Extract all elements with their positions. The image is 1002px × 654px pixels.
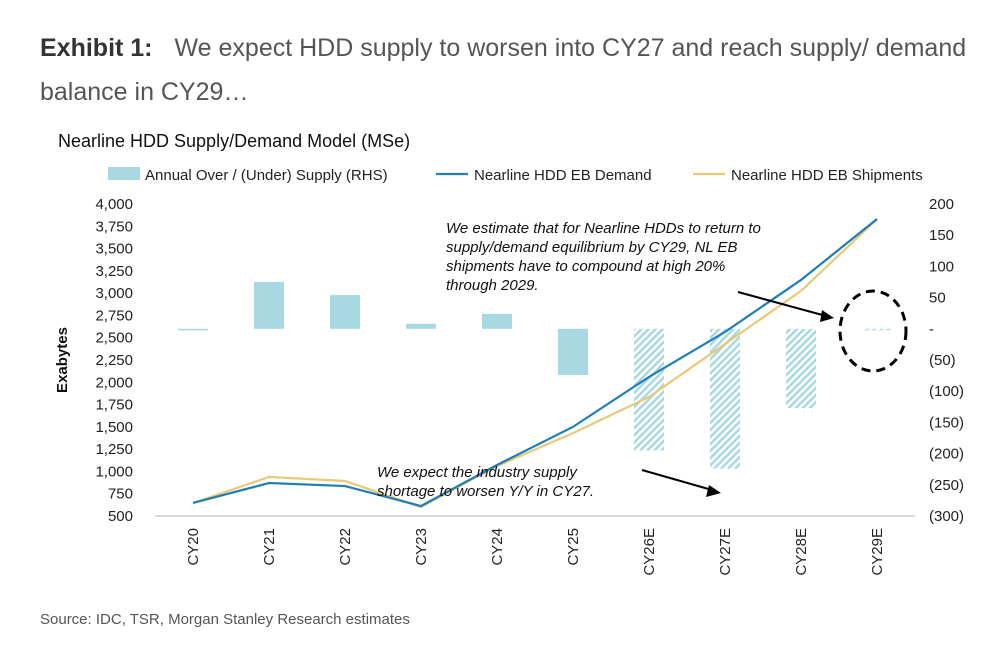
y-tick-label: 1,750 (95, 397, 133, 414)
annotation-shortage: We expect the industry supply (377, 464, 578, 481)
annotation-equilibrium: supply/demand equilibrium by CY29, NL EB (446, 239, 738, 256)
supply-bar (406, 323, 436, 329)
x-tick-label: CY25 (565, 528, 582, 566)
supply-bar (330, 295, 360, 329)
annotation-equilibrium: shipments have to compound at high 20% (446, 258, 725, 275)
x-tick-label: CY22 (337, 528, 354, 566)
y-axis-label: Exabytes (54, 327, 71, 393)
annotation-arrow (641, 469, 713, 491)
y2-tick-label: (250) (929, 477, 964, 494)
supply-bar (786, 328, 816, 409)
arrowhead-icon (706, 485, 721, 497)
y-tick-label: 1,000 (95, 463, 133, 480)
y2-tick-label: 150 (929, 227, 954, 244)
shipments-line (192, 218, 878, 509)
legend-label-supply: Annual Over / (Under) Supply (RHS) (145, 167, 388, 184)
y2-tick-label: 100 (929, 258, 954, 275)
annotation-equilibrium: We estimate that for Nearline HDDs to re… (446, 220, 761, 237)
x-tick-label: CY21 (261, 528, 278, 566)
y2-tick-label: (300) (929, 508, 964, 525)
x-tick-label: CY29E (869, 528, 886, 576)
y2-tick-label: (150) (929, 414, 964, 431)
y-tick-label: 3,750 (95, 218, 133, 235)
y-tick-label: 3,000 (95, 285, 133, 302)
source-note: Source: IDC, TSR, Morgan Stanley Researc… (40, 611, 410, 628)
supply-bar (178, 328, 208, 331)
y2-tick-label: 50 (929, 290, 946, 307)
x-tick-label: CY20 (185, 528, 202, 566)
y-tick-label: 1,500 (95, 419, 133, 436)
x-tick-label: CY24 (489, 528, 506, 566)
chart-title: Nearline HDD Supply/Demand Model (MSe) (58, 131, 411, 151)
y2-tick-label: (100) (929, 383, 964, 400)
y-tick-label: 2,000 (95, 374, 133, 391)
supply-bar (482, 313, 512, 329)
annotation-equilibrium: through 2029. (446, 277, 539, 294)
y-tick-label: 2,500 (95, 330, 133, 347)
annotation-arrow (737, 291, 827, 317)
y-tick-label: 500 (108, 508, 133, 525)
supply-bar (558, 328, 588, 375)
legend-label-demand: Nearline HDD EB Demand (474, 167, 652, 184)
arrowhead-icon (820, 310, 834, 322)
supply-bar (254, 282, 284, 329)
y-tick-label: 3,500 (95, 241, 133, 258)
demand-line (192, 218, 878, 508)
y-tick-label: 2,250 (95, 352, 133, 369)
legend-swatch-supply (108, 167, 140, 180)
exhibit-text: We expect HDD supply to worsen into CY27… (40, 34, 967, 106)
supply-bar (862, 328, 892, 331)
y2-tick-label: - (929, 321, 934, 338)
supply-bar (710, 328, 740, 469)
y2-tick-label: (200) (929, 446, 964, 463)
y-tick-label: 3,250 (95, 263, 133, 280)
x-tick-label: CY28E (793, 528, 810, 576)
exhibit-label: Exhibit 1: (40, 34, 153, 62)
y-tick-label: 1,250 (95, 441, 133, 458)
legend-label-shipments: Nearline HDD EB Shipments (731, 167, 923, 184)
x-tick-label: CY26E (641, 528, 658, 576)
highlight-circle (838, 289, 908, 373)
y-tick-label: 750 (108, 486, 133, 503)
x-tick-label: CY23 (413, 528, 430, 566)
y-tick-label: 2,750 (95, 307, 133, 324)
exhibit-title: Exhibit 1: We expect HDD supply to worsen… (40, 26, 980, 114)
y2-tick-label: 200 (929, 196, 954, 213)
annotation-shortage: shortage to worsen Y/Y in CY27. (377, 483, 594, 500)
x-tick-label: CY27E (717, 528, 734, 576)
y-tick-label: 4,000 (95, 196, 133, 213)
y2-tick-label: (50) (929, 352, 956, 369)
